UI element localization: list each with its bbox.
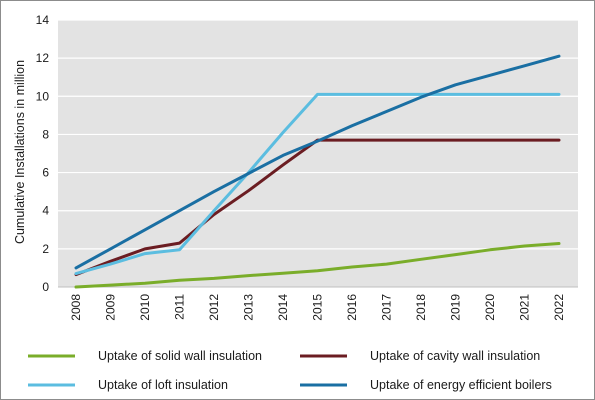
x-tick-label: 2017 [380,294,394,321]
x-tick-label: 2018 [414,294,428,321]
x-tick-label: 2014 [276,294,290,321]
series-line [74,242,561,289]
y-tick-label: 12 [36,51,50,65]
legend-label: Uptake of solid wall insulation [98,349,262,363]
plot-area [58,20,578,287]
x-tick-label: 2010 [138,294,152,321]
legend-label: Uptake of energy efficient boilers [370,378,552,392]
y-tick-label: 8 [42,127,49,141]
y-tick-label: 14 [36,13,50,27]
series-line [74,54,561,270]
y-axis-ticks: 0 2 4 6 8 10 12 14 [36,13,50,294]
x-tick-label: 2022 [552,294,566,321]
legend: Uptake of solid wall insulation Uptake of… [28,349,552,392]
series-layer [74,54,561,289]
legend-label: Uptake of loft insulation [98,378,228,392]
y-tick-label: 0 [42,280,49,294]
x-tick-label: 2009 [104,294,118,321]
x-tick-label: 2011 [173,294,187,320]
x-axis-ticks: 2008 2009 2010 2011 2012 2013 2014 2015 2016 2017… [69,294,566,321]
x-tick-label: 2013 [242,294,256,321]
y-tick-label: 10 [36,89,50,103]
x-tick-label: 2021 [518,294,532,321]
y-tick-label: 4 [42,204,49,218]
x-tick-label: 2020 [483,294,497,321]
x-tick-label: 2012 [207,294,221,321]
y-tick-label: 6 [42,166,49,180]
series-line [74,92,561,276]
x-tick-label: 2015 [311,294,325,321]
y-axis-title: Cumulative Installations in million [13,60,27,244]
x-tick-label: 2019 [449,294,463,321]
y-tick-label: 2 [42,242,49,256]
x-tick-label: 2016 [345,294,359,321]
legend-label: Uptake of cavity wall insulation [370,349,540,363]
x-tick-label: 2008 [69,294,83,321]
